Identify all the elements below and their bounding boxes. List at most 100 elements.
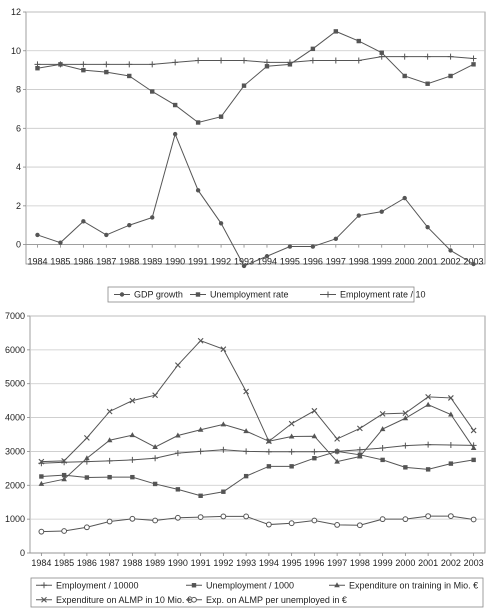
data-point — [35, 232, 40, 238]
data-point — [197, 337, 204, 344]
data-point — [380, 457, 385, 463]
data-point — [127, 223, 132, 228]
data-point — [220, 513, 227, 520]
chart-2-legend: Employment / 10000 Unemployment / 1000 Exp… — [30, 577, 484, 608]
data-point — [81, 219, 86, 224]
y-tick-label: 8 — [16, 85, 21, 95]
y-tick-label: 6 — [16, 123, 21, 133]
data-point — [425, 394, 432, 400]
data-point — [221, 489, 226, 494]
y-tick-label: 1000 — [5, 514, 25, 524]
data-point — [241, 83, 247, 88]
data-point — [402, 410, 409, 417]
legend-label: Unemployment / 1000 — [206, 580, 294, 590]
data-point — [355, 57, 362, 64]
series-line — [41, 450, 474, 497]
legend-item-exp-on-almp-per-unemployed-in: Exp. on ALMP per unemployed in € — [186, 595, 347, 605]
data-point — [378, 53, 385, 60]
legend-label: Exp. on ALMP per unemployed in € — [206, 595, 347, 605]
data-point — [195, 57, 202, 64]
x-tick-label: 1991 — [188, 257, 208, 267]
legend-box — [107, 286, 415, 303]
data-point — [129, 515, 136, 522]
data-point — [288, 520, 295, 527]
series-line — [41, 404, 475, 485]
x-tick-label: 1994 — [257, 257, 277, 267]
x-tick-label: 2003 — [464, 257, 484, 267]
y-tick-label: 4 — [16, 162, 21, 172]
series-employment-rate-10 — [34, 53, 477, 68]
data-point — [265, 438, 272, 445]
data-point — [424, 53, 431, 60]
data-point — [35, 66, 40, 71]
data-point — [288, 448, 295, 455]
data-point — [150, 89, 155, 94]
data-point — [379, 209, 384, 214]
data-point — [334, 458, 340, 464]
x-tick-label: 1986 — [73, 257, 93, 267]
data-point — [197, 448, 204, 455]
data-point — [287, 244, 293, 249]
data-point — [425, 467, 431, 472]
x-tick-label: 1988 — [119, 257, 139, 267]
data-point — [61, 528, 68, 534]
data-point — [195, 120, 201, 125]
data-point — [402, 73, 407, 79]
x-tick-label: 1998 — [350, 558, 370, 568]
chart-1-legend: GDP growth Unemployment rate Employment ra… — [107, 286, 426, 303]
legend-item-expenditure-on-training-in-mio: Expenditure on training in Mio. € — [329, 580, 478, 590]
data-point — [448, 461, 454, 466]
legend-marker — [195, 292, 201, 297]
data-point — [311, 517, 318, 524]
data-point — [265, 521, 272, 528]
x-tick-label: 1993 — [236, 558, 256, 568]
x-tick-label: 1989 — [142, 257, 162, 267]
x-tick-label: 1989 — [145, 558, 165, 568]
x-tick-label: 1988 — [122, 558, 142, 568]
series-line — [37, 30, 474, 124]
data-point — [172, 102, 178, 108]
data-point — [39, 474, 44, 479]
data-point — [448, 411, 454, 417]
data-point — [218, 57, 225, 64]
x-tick-label: 2002 — [441, 558, 461, 568]
data-point — [103, 61, 110, 68]
data-point — [402, 442, 409, 449]
data-point — [425, 513, 432, 519]
series-gdp-growth — [35, 131, 476, 269]
data-point — [152, 444, 158, 450]
legend-marker — [41, 596, 47, 603]
data-point — [152, 455, 159, 462]
data-point — [152, 392, 159, 399]
data-point — [58, 240, 63, 245]
data-point — [127, 73, 132, 79]
data-point — [241, 57, 248, 64]
data-point — [80, 61, 87, 68]
data-point — [84, 455, 90, 461]
data-point — [356, 446, 363, 453]
data-point — [447, 53, 454, 60]
legend-item-gdp-growth: GDP growth — [114, 290, 183, 300]
x-tick-label: 2002 — [441, 257, 461, 267]
data-point — [356, 213, 361, 218]
plot-area — [25, 11, 486, 265]
data-point — [309, 57, 316, 64]
data-point — [265, 448, 272, 455]
data-point — [81, 67, 86, 73]
data-point — [220, 346, 227, 353]
legend-marker — [191, 583, 197, 588]
data-point — [470, 445, 477, 451]
y-tick-label: 0 — [16, 240, 21, 250]
data-point — [129, 432, 136, 438]
series-exp-on-almp-per-unemployed-in — [38, 513, 477, 535]
x-tick-label: 2000 — [395, 257, 415, 267]
y-tick-label: 2000 — [5, 480, 25, 490]
x-tick-label: 2000 — [395, 558, 415, 568]
data-point — [84, 475, 90, 480]
data-point — [198, 493, 203, 498]
x-tick-label: 1984 — [27, 257, 47, 267]
data-point — [286, 59, 293, 66]
data-point — [334, 449, 340, 454]
data-point — [425, 81, 430, 86]
